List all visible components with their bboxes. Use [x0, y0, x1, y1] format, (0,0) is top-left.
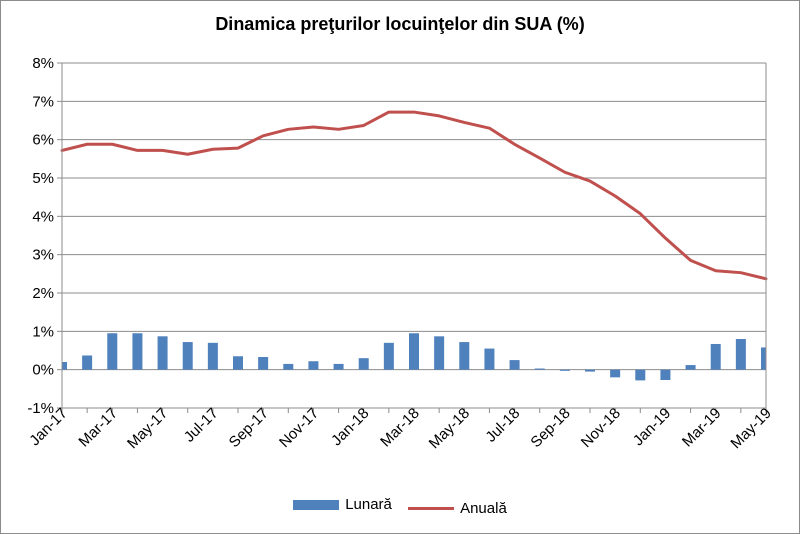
bar-lunara — [132, 333, 143, 370]
y-tick-label: 4% — [32, 208, 54, 225]
x-tick-label: Nov-17 — [276, 405, 322, 451]
y-tick-label: 7% — [32, 93, 54, 110]
x-tick-label: Mar-19 — [679, 405, 725, 451]
bar-lunara — [434, 336, 445, 370]
bar-lunara — [610, 369, 621, 378]
bar-lunara — [710, 343, 721, 370]
monthly-bars — [62, 333, 766, 381]
bar-lunara — [62, 362, 67, 370]
bar-lunara — [761, 347, 766, 370]
bar-lunara — [660, 369, 671, 381]
x-tick-label: Jul-17 — [181, 405, 222, 446]
bar-lunara — [182, 342, 193, 370]
legend-label-monthly: Lunară — [345, 496, 392, 513]
x-tick-label: Jan-18 — [328, 405, 372, 449]
bar-lunara — [459, 342, 470, 370]
y-tick-label: 3% — [32, 247, 54, 264]
bar-lunara — [509, 360, 520, 370]
legend-item-annual: Anuală — [408, 500, 507, 517]
bar-lunara — [233, 356, 243, 370]
bar-lunara — [283, 363, 294, 370]
bar-lunara — [157, 336, 168, 370]
x-tick-label: Jul-18 — [482, 405, 523, 446]
bar-lunara — [258, 357, 269, 370]
x-tick-label: May-17 — [124, 405, 171, 452]
bar-lunara — [358, 358, 369, 370]
legend-label-annual: Anuală — [460, 499, 507, 517]
annual-line — [60, 110, 768, 281]
x-tick-label: Sep-17 — [226, 405, 272, 451]
bar-lunara — [534, 368, 545, 370]
x-tick-label: Sep-18 — [527, 405, 573, 451]
y-tick-label: 8% — [32, 55, 54, 72]
y-tick-label: 5% — [32, 170, 54, 187]
axes: -1%0%1%2%3%4%5%6%7%8%Jan-17 Mar-17 May-17 J… — [26, 55, 774, 452]
y-tick-label: 0% — [32, 362, 54, 379]
bar-lunara — [207, 342, 218, 370]
legend-item-monthly: Lunară — [293, 496, 392, 513]
y-tick-label: 1% — [32, 323, 54, 340]
bar-lunara — [333, 363, 344, 370]
y-tick-label: 6% — [32, 132, 54, 149]
bar-lunara — [409, 333, 419, 370]
bar-lunara — [308, 361, 319, 370]
bar-lunara — [383, 342, 394, 370]
bar-lunara — [685, 365, 696, 370]
bar-lunara — [107, 333, 118, 370]
bar-lunara — [484, 348, 495, 370]
y-tick-label: 2% — [32, 285, 54, 302]
legend: Lunară Anuală — [0, 496, 800, 517]
bar-lunara — [559, 369, 570, 371]
gridlines — [62, 62, 766, 409]
legend-swatch-monthly — [293, 499, 340, 510]
x-tick-label: May-19 — [727, 405, 774, 452]
bar-lunara — [585, 369, 595, 372]
x-tick-label: Nov-18 — [578, 405, 624, 451]
chart-title: Dinamica preţurilor locuinţelor din SUA … — [215, 14, 585, 34]
bar-lunara — [735, 339, 746, 370]
y-tick-label: -1% — [27, 400, 54, 417]
x-tick-label: Jan-19 — [630, 405, 674, 449]
x-tick-label: Mar-17 — [75, 405, 121, 451]
x-tick-label: May-18 — [426, 405, 473, 452]
bar-lunara — [635, 369, 646, 381]
x-tick-label: Mar-18 — [377, 405, 423, 451]
line-anuala — [60, 110, 768, 281]
bar-lunara — [82, 355, 93, 370]
legend-swatch-annual — [408, 506, 455, 510]
